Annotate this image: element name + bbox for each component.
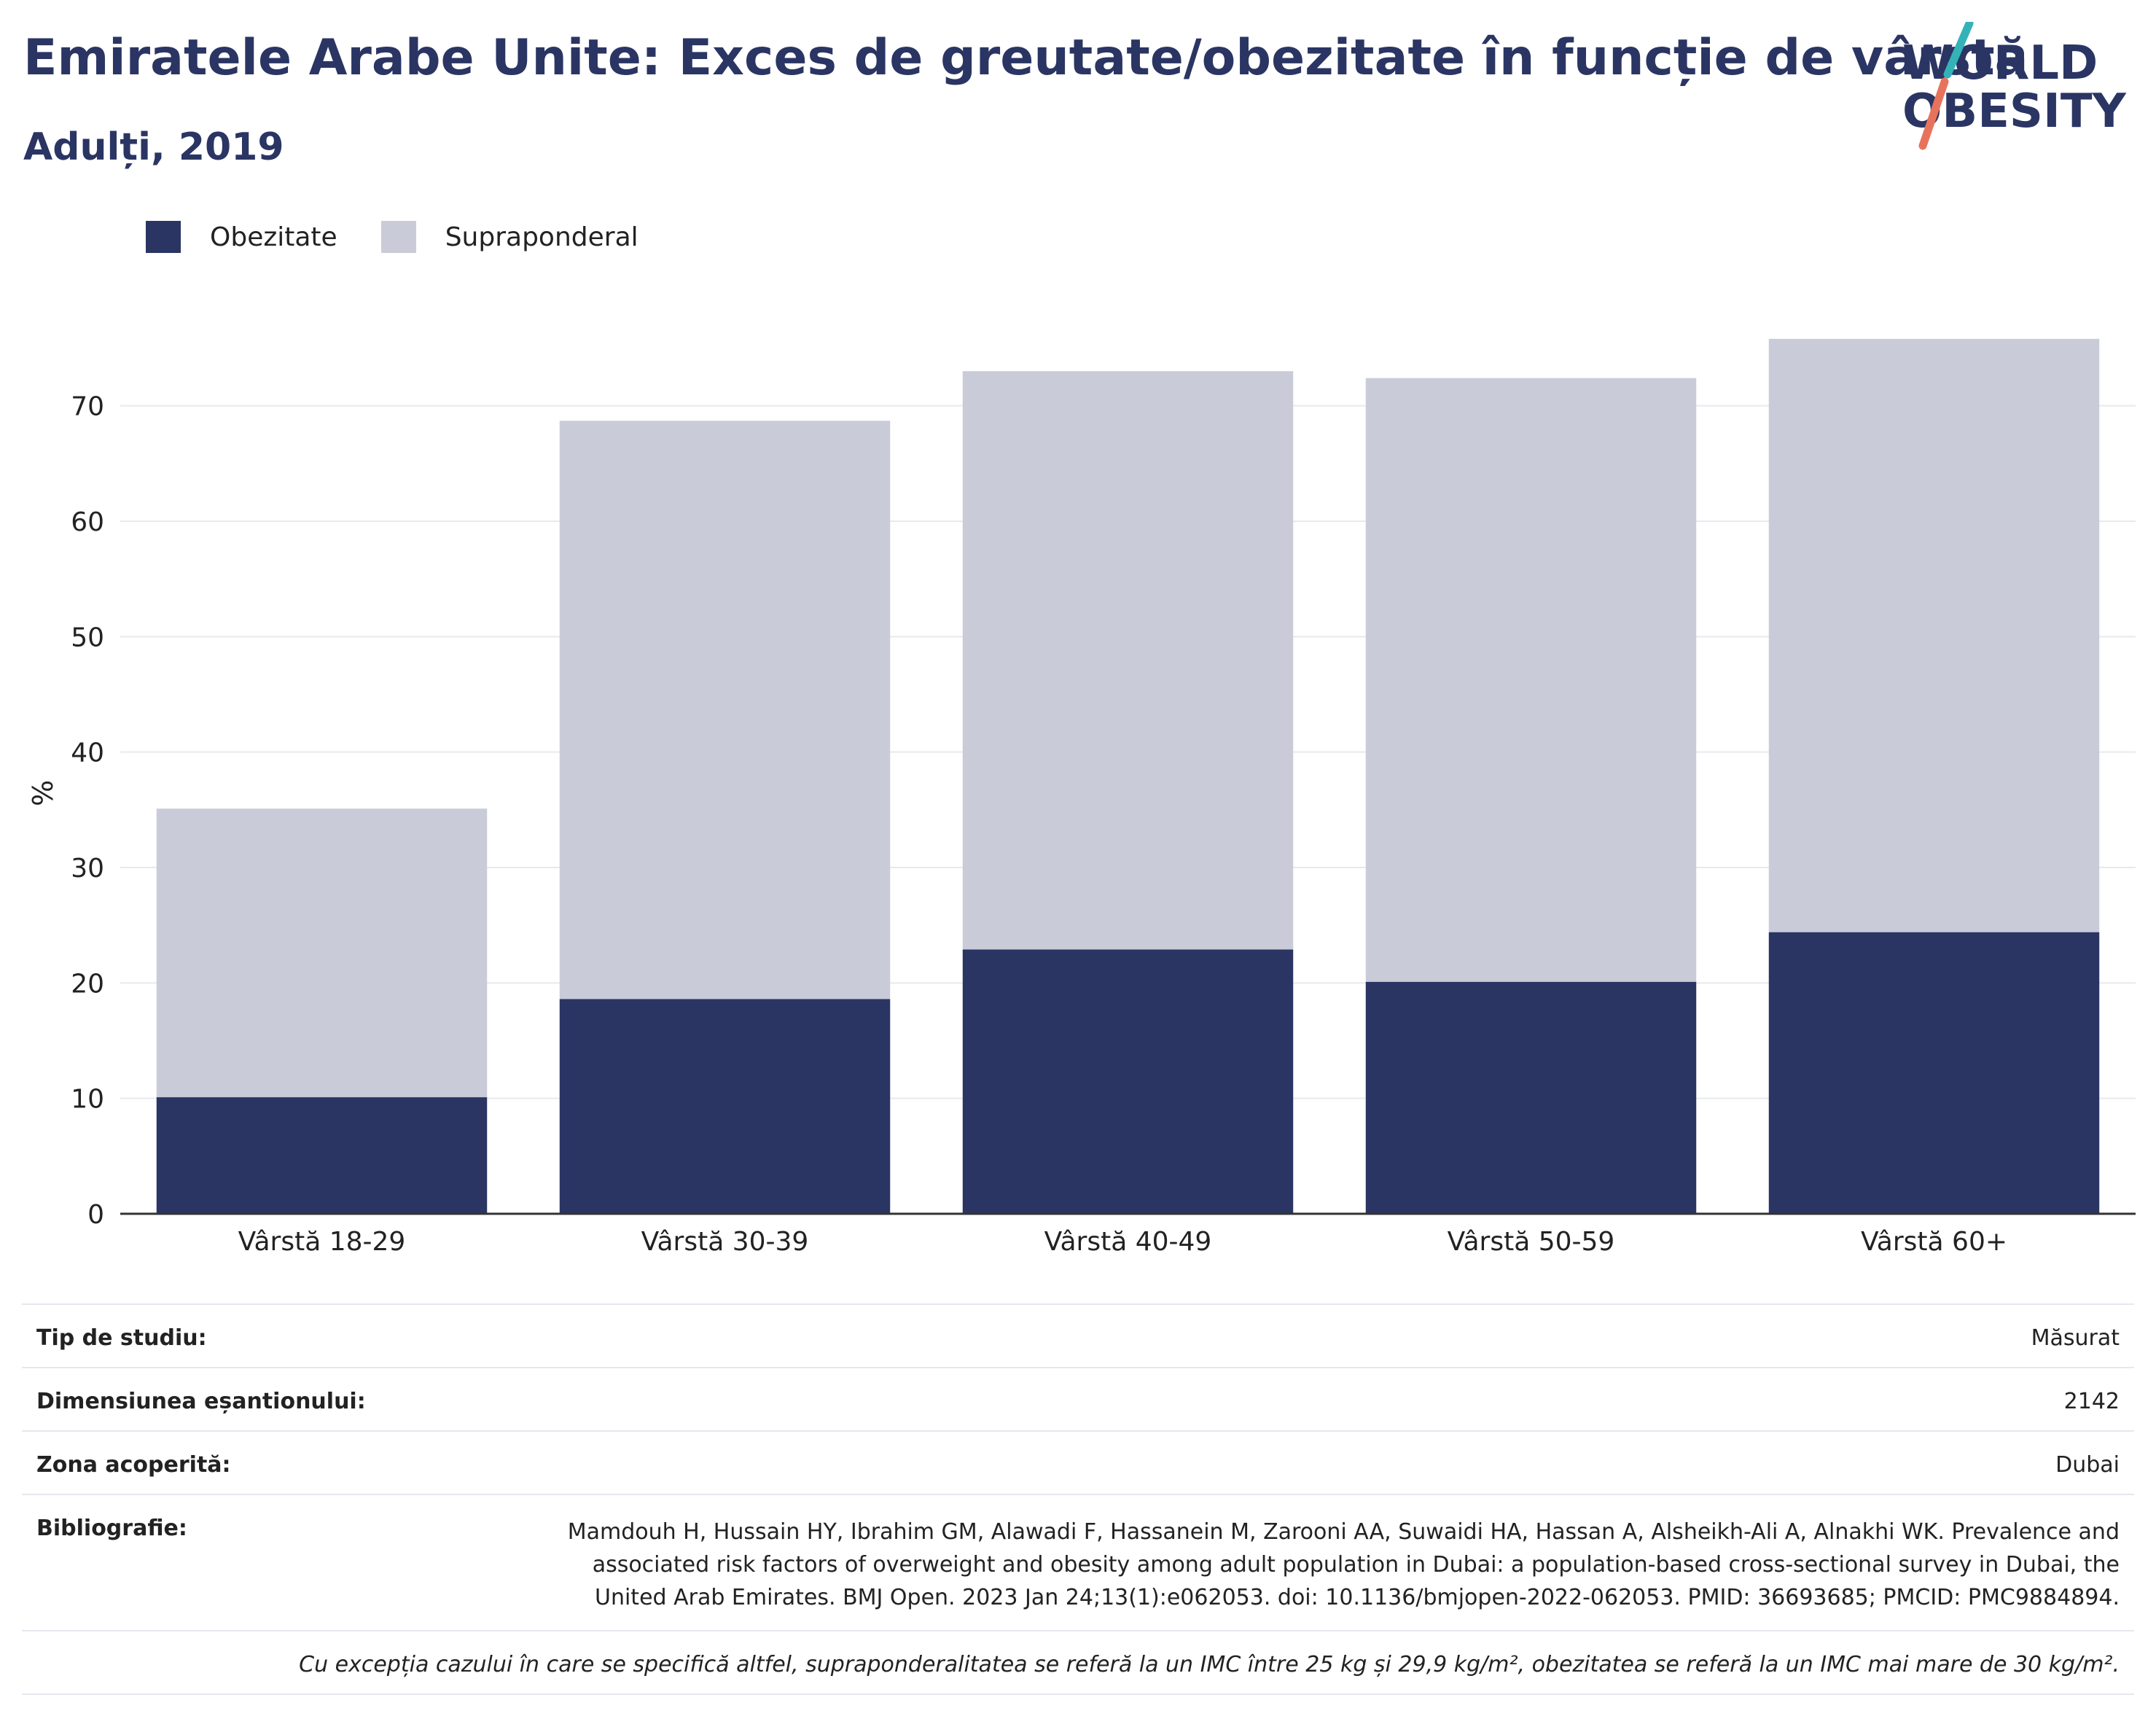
info-label: Dimensiunea eșantionului:	[36, 1389, 366, 1414]
info-row-bibliography: Bibliografie: Mamdouh H, Hussain HY, Ibr…	[22, 1494, 2134, 1630]
logo-word-world: WORLD	[1902, 36, 2098, 90]
x-tick-label: Vârstă 60+	[1861, 1227, 2007, 1257]
x-tick-label: Vârstă 40-49	[1044, 1227, 1212, 1257]
info-label: Bibliografie:	[36, 1516, 187, 1541]
bar-obesity	[559, 999, 891, 1214]
chart-subtitle: Adulți, 2019	[23, 125, 284, 169]
bar-obesity	[1768, 932, 2100, 1214]
x-tick-label: Vârstă 50-59	[1448, 1227, 1615, 1257]
info-value: 2142	[2063, 1389, 2120, 1414]
y-tick-label: 60	[71, 507, 104, 537]
info-label: Zona acoperită:	[36, 1452, 231, 1478]
legend-label-overweight: Supraponderal	[445, 222, 638, 252]
y-tick-label: 40	[71, 738, 104, 768]
chart-title: Emiratele Arabe Unite: Exces de greutate…	[23, 29, 2028, 87]
info-value: Dubai	[2055, 1452, 2120, 1478]
y-tick-label: 70	[71, 392, 104, 422]
legend-label-obesity: Obezitate	[210, 222, 337, 252]
info-row-sample-size: Dimensiunea eșantionului: 2142	[22, 1367, 2134, 1430]
legend-item-overweight: Supraponderal	[380, 221, 638, 253]
y-tick-label: 0	[87, 1200, 104, 1230]
bars	[156, 338, 2100, 1214]
legend-item-obesity: Obezitate	[146, 221, 337, 253]
bibliography-text: Mamdouh H, Hussain HY, Ibrahim GM, Alawa…	[567, 1519, 2120, 1610]
study-info-table: Tip de studiu: Măsurat Dimensiunea eșant…	[22, 1303, 2134, 1695]
bar-overweight	[156, 808, 488, 1098]
stacked-bar-chart: 0 10 20 30 40 50 60 70 Vârstă 18-29 Vârstă 30-39 V…	[27, 338, 2136, 1257]
y-axis-title: %	[27, 780, 59, 806]
y-tick-label: 30	[71, 854, 104, 884]
y-tick-label: 20	[71, 969, 104, 999]
footnote-text: Cu excepția cazului în care se specifică…	[299, 1652, 2120, 1677]
bar-obesity	[156, 1097, 488, 1214]
legend-swatch-overweight	[380, 221, 416, 253]
axes: 0 10 20 30 40 50 60 70 Vârstă 18-29 Vârstă 30-39 V…	[71, 392, 2136, 1257]
info-label: Tip de studiu:	[36, 1325, 207, 1351]
legend-swatch-obesity	[146, 221, 181, 253]
bar-overweight	[1768, 338, 2100, 932]
chart-legend: Obezitate Supraponderal	[146, 219, 682, 255]
bar-overweight	[962, 371, 1294, 950]
info-row-area-covered: Zona acoperită: Dubai	[22, 1430, 2134, 1494]
bar-overweight	[1365, 378, 1697, 982]
bar-obesity	[962, 949, 1294, 1214]
x-tick-label: Vârstă 30-39	[641, 1227, 809, 1257]
x-tick-label: Vârstă 18-29	[238, 1227, 406, 1257]
bar-obesity	[1365, 981, 1697, 1214]
world-obesity-logo: WORLD OBESITY	[1902, 22, 2143, 153]
definition-footnote: Cu excepția cazului în care se specifică…	[22, 1630, 2134, 1695]
y-tick-label: 50	[71, 623, 104, 652]
bar-overweight	[559, 421, 891, 999]
info-value: Măsurat	[2031, 1325, 2120, 1351]
info-row-study-type: Tip de studiu: Măsurat	[22, 1303, 2134, 1367]
y-tick-label: 10	[71, 1085, 104, 1115]
logo-slash-icon	[1918, 22, 1974, 150]
